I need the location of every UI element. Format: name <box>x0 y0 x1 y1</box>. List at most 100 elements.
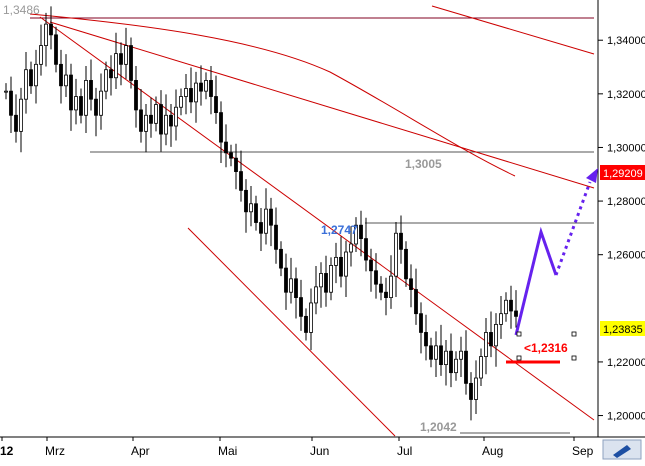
x-tick-label: Apr <box>131 444 150 458</box>
annotation-label-12316: <1,2316 <box>524 341 568 355</box>
y-tick-label: 1,34000 <box>607 35 645 47</box>
candle-body <box>144 114 148 132</box>
candle-body <box>114 53 118 79</box>
candle-body <box>489 332 493 347</box>
current-price-badge <box>600 321 645 336</box>
candle-body <box>134 80 138 111</box>
candle-body <box>194 82 198 103</box>
candle-body <box>389 275 393 298</box>
candle-body <box>164 114 168 135</box>
candle-body <box>29 69 33 87</box>
candle-body <box>459 350 463 360</box>
candle-body <box>184 88 188 97</box>
candle-body <box>89 80 93 100</box>
candle-body <box>249 203 253 213</box>
candle-body <box>494 323 498 347</box>
candle-body <box>49 23 53 36</box>
forecast-path-dotted <box>554 181 592 276</box>
price-candles <box>4 6 518 421</box>
candle-body <box>304 315 308 333</box>
candle-body <box>239 171 243 191</box>
candle-body <box>199 82 203 92</box>
candle-body <box>299 297 303 317</box>
forecast-arrowhead <box>586 168 598 183</box>
candle-body <box>84 80 88 116</box>
candle-body <box>324 273 328 293</box>
y-tick-label: 1,22000 <box>607 357 645 369</box>
candle-body <box>354 224 358 245</box>
candle-body <box>159 104 163 135</box>
candle-body <box>174 106 178 127</box>
candle-body <box>344 251 348 277</box>
candle-body <box>14 114 18 132</box>
candle-body <box>209 80 213 97</box>
candle-body <box>369 259 373 272</box>
candle-body <box>189 88 193 103</box>
candle-body <box>59 63 63 87</box>
price-axis: 1,34000 1,32000 1,30000 1,28000 1,26000 1,220… <box>598 35 645 423</box>
annotation-label-12042: 1,2042 <box>420 420 457 434</box>
candle-body <box>484 332 488 357</box>
target-price-label: 1,29209 <box>603 168 643 180</box>
candle-body <box>104 69 108 92</box>
candle-body <box>119 53 123 65</box>
candle-body <box>139 109 143 132</box>
candle-body <box>309 302 313 333</box>
candle-body <box>19 98 23 132</box>
candle-body <box>319 273 323 288</box>
candle-body <box>214 96 218 114</box>
candle-body <box>509 299 513 312</box>
moving-average-line <box>29 13 516 177</box>
candle-body <box>364 238 368 261</box>
channel-lower-line <box>187 227 396 437</box>
annotation-label-top: 1,3486 <box>3 3 40 17</box>
handle-square[interactable] <box>571 331 577 337</box>
candle-body <box>434 345 438 360</box>
candle-body <box>419 313 423 333</box>
x-tick-label: Sep <box>572 444 594 458</box>
candle-body <box>374 270 378 285</box>
candle-body <box>314 286 318 304</box>
x-tick-label: Jul <box>397 444 412 458</box>
candle-body <box>4 90 8 93</box>
candle-body <box>274 224 278 250</box>
candle-body <box>64 74 68 87</box>
candle-body <box>504 299 508 315</box>
current-price-label: 1,23835 <box>603 324 643 336</box>
candle-body <box>444 350 448 366</box>
candle-body <box>54 34 58 65</box>
long-trend-line <box>49 21 595 189</box>
candle-body <box>24 69 28 100</box>
candle-body <box>289 278 293 293</box>
pencil-icon[interactable] <box>613 445 631 458</box>
candle-body <box>439 345 443 366</box>
handle-square[interactable] <box>516 331 522 337</box>
candle-body <box>334 256 338 266</box>
candle-body <box>339 256 343 277</box>
candle-body <box>279 248 283 269</box>
annotation-label-13005: 1,3005 <box>405 157 442 171</box>
candle-body <box>259 222 263 234</box>
candle-body <box>39 45 43 65</box>
candle-body <box>234 157 238 172</box>
candle-body <box>149 114 153 124</box>
candle-body <box>429 345 433 360</box>
candle-body <box>454 358 458 374</box>
annotation-label-12747: 1,2747 <box>321 223 358 237</box>
candle-body <box>94 98 98 116</box>
candle-body <box>129 45 133 81</box>
candle-body <box>154 104 158 124</box>
candle-body <box>204 80 208 92</box>
candle-body <box>394 232 398 277</box>
handle-square[interactable] <box>516 355 522 361</box>
candle-body <box>359 224 363 240</box>
handle-square[interactable] <box>571 355 577 361</box>
candle-body <box>464 350 468 384</box>
candle-body <box>404 248 408 280</box>
candle-body <box>124 45 128 65</box>
y-tick-label: 1,28000 <box>607 196 645 208</box>
y-tick-label: 1,32000 <box>607 89 645 101</box>
candle-body <box>229 152 233 159</box>
x-tick-label: Mrz <box>45 444 65 458</box>
